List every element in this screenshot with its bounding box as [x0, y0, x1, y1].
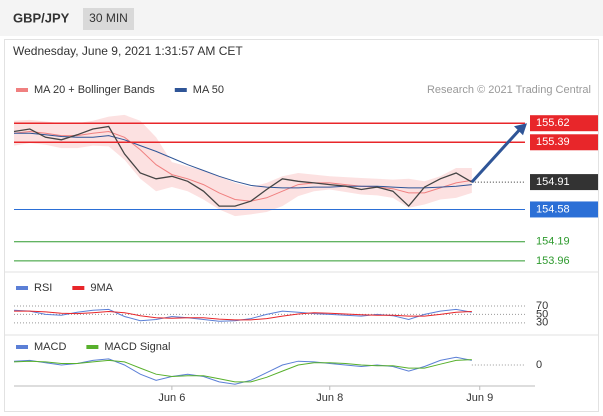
- moving-average: [14, 132, 472, 189]
- indicator-line: [13, 356, 472, 385]
- legend-label[interactable]: MACD Signal: [104, 341, 170, 353]
- symbol: GBP/JPY: [13, 10, 70, 25]
- x-tick-label: Jun 6: [158, 392, 185, 404]
- legend-label[interactable]: 9MA: [90, 282, 113, 294]
- y-tick-label: 50: [536, 308, 548, 320]
- datetime: Wednesday, June 9, 2021 1:31:57 AM CET: [13, 44, 243, 58]
- legend-swatch: [16, 345, 28, 349]
- indicator-line: [13, 359, 472, 383]
- price-line: [13, 125, 473, 208]
- legend-label[interactable]: MA 50: [193, 84, 224, 96]
- y-tick-label: 70: [536, 300, 548, 312]
- indicator-line: [14, 310, 472, 321]
- legend-swatch: [72, 286, 85, 290]
- credit: Research © 2021 Trading Central: [427, 84, 591, 96]
- level-label: 155.62: [536, 117, 570, 129]
- level-label: 155.39: [536, 136, 570, 148]
- legend-label[interactable]: MA 20 + Bollinger Bands: [34, 84, 155, 96]
- level-box: [530, 201, 598, 218]
- level-label: 154.19: [536, 236, 570, 248]
- x-tick-label: Jun 8: [316, 392, 343, 404]
- level-box: [530, 174, 598, 191]
- legend-label[interactable]: MACD: [34, 341, 66, 353]
- legend-swatch: [16, 286, 28, 290]
- y-tick-label: 0: [536, 359, 542, 371]
- y-tick-label: 30: [536, 317, 548, 329]
- legend-swatch: [16, 88, 28, 92]
- x-tick-label: Jun 9: [466, 392, 493, 404]
- level-box: [530, 115, 598, 132]
- timeframe-box[interactable]: [83, 8, 134, 30]
- frame: [4, 39, 599, 412]
- level-box: [530, 134, 598, 151]
- timeframe[interactable]: 30 MIN: [89, 11, 128, 25]
- legend-swatch: [86, 345, 99, 349]
- level-label: 154.58: [536, 203, 570, 215]
- target-arrow: [470, 128, 522, 184]
- target-arrowhead: [514, 123, 527, 136]
- legend-label[interactable]: RSI: [34, 282, 52, 294]
- level-label: 153.96: [536, 255, 570, 267]
- moving-average: [13, 130, 472, 202]
- level-label: 154.91: [536, 176, 570, 188]
- legend-swatch: [174, 88, 187, 92]
